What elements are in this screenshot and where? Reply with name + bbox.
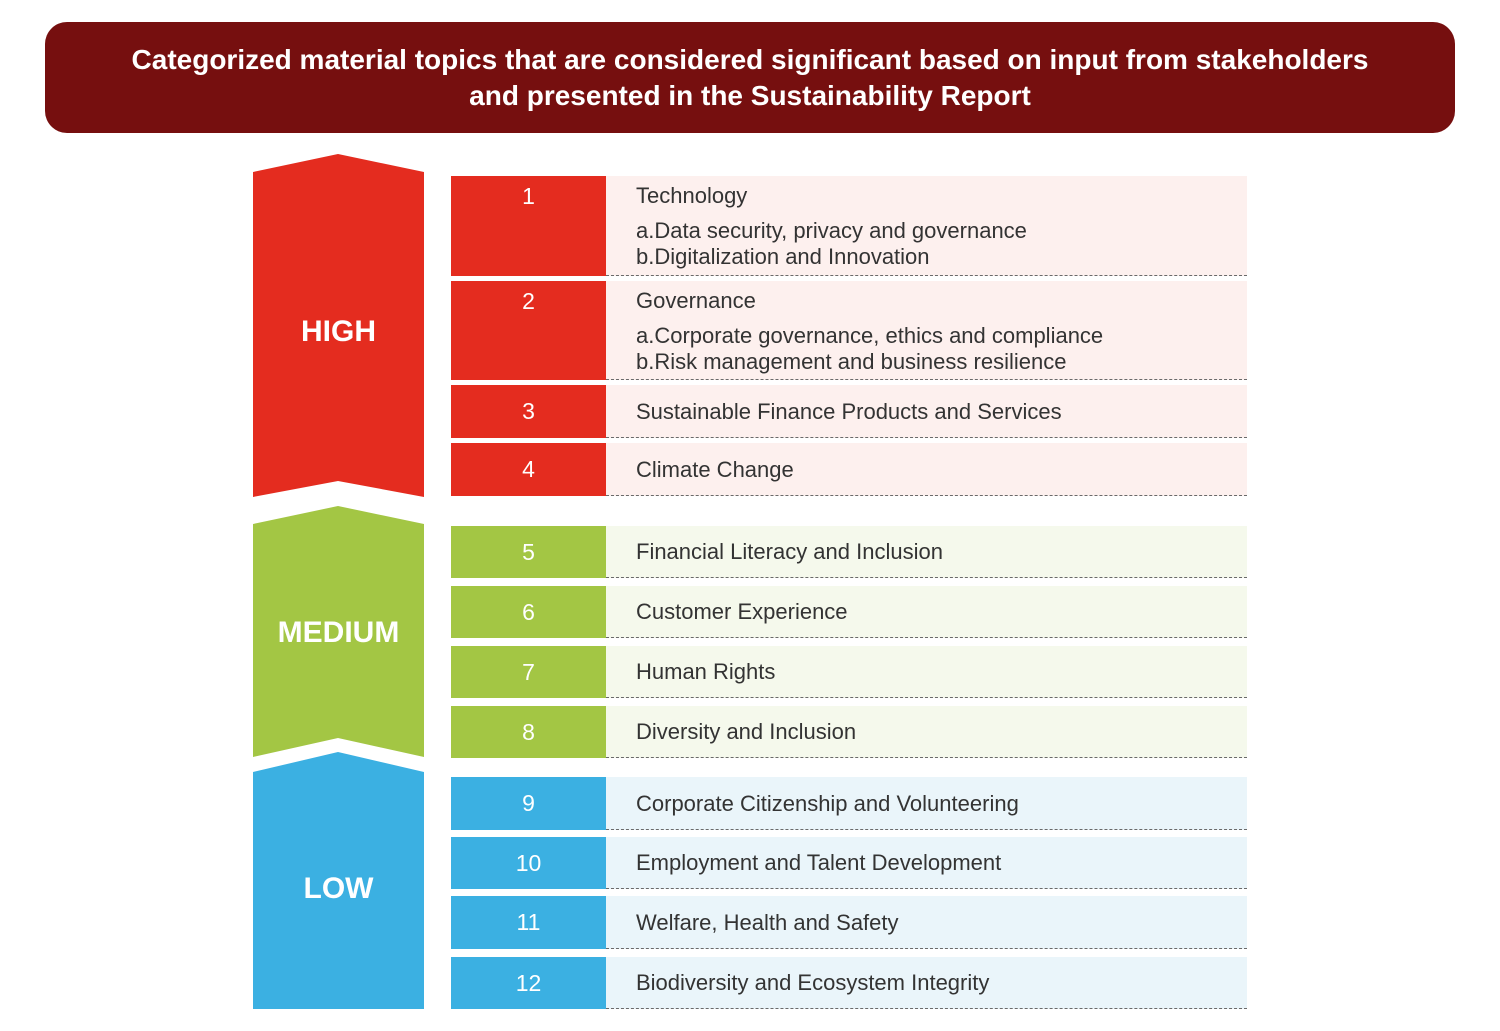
topic-row: 10 Employment and Talent Development [451, 837, 1247, 889]
topic-title: Corporate Citizenship and Volunteering [606, 777, 1247, 830]
topic-title: Financial Literacy and Inclusion [606, 526, 1247, 578]
high-level-arrow [253, 154, 424, 497]
subtopic: b.Digitalization and Innovation [636, 244, 930, 269]
topic-title: Biodiversity and Ecosystem Integrity [606, 957, 1247, 1009]
topic-number: 10 [451, 837, 606, 889]
topic-cell: Technology a.Data security, privacy and … [606, 176, 1247, 276]
level-label-medium: MEDIUM [277, 616, 400, 649]
subtopic: a.Corporate governance, ethics and compl… [636, 323, 1104, 348]
topic-number: 5 [451, 526, 606, 578]
subtopic: a.Data security, privacy and governance [636, 218, 1027, 243]
topic-title: Diversity and Inclusion [606, 706, 1247, 758]
topic-row: 5 Financial Literacy and Inclusion [451, 526, 1247, 578]
topic-title: Technology [636, 183, 748, 208]
level-label-low: LOW [303, 872, 374, 905]
topic-title: Customer Experience [606, 586, 1247, 638]
topic-title: Human Rights [606, 646, 1247, 698]
topic-row: 9 Corporate Citizenship and Volunteering [451, 777, 1247, 830]
topic-row: 1 Technology a.Data security, privacy an… [451, 176, 1247, 276]
topic-title: Climate Change [606, 443, 1247, 496]
title-banner: Categorized material topics that are con… [45, 22, 1455, 133]
medium-level-arrow [253, 506, 424, 757]
subtopic: b.Risk management and business resilienc… [636, 349, 1067, 374]
topic-number: 8 [451, 706, 606, 758]
topic-number: 3 [451, 385, 606, 438]
topic-number: 6 [451, 586, 606, 638]
topic-row: 3 Sustainable Finance Products and Servi… [451, 385, 1247, 438]
topic-number: 12 [451, 957, 606, 1009]
low-level-arrow [253, 752, 424, 1009]
topic-number: 4 [451, 443, 606, 496]
topic-title: Welfare, Health and Safety [606, 896, 1247, 949]
subtopic-list: a.Corporate governance, ethics and compl… [636, 323, 1247, 375]
topic-row: 11 Welfare, Health and Safety [451, 896, 1247, 949]
topic-row: 8 Diversity and Inclusion [451, 706, 1247, 758]
topic-cell: Governance a.Corporate governance, ethic… [606, 281, 1247, 380]
topic-title: Employment and Talent Development [606, 837, 1247, 889]
topic-number: 1 [451, 176, 606, 276]
topic-number: 2 [451, 281, 606, 380]
topic-number: 9 [451, 777, 606, 830]
subtopic-list: a.Data security, privacy and governance … [636, 218, 1247, 270]
topic-number: 11 [451, 896, 606, 949]
topic-row: 4 Climate Change [451, 443, 1247, 496]
topic-row: 2 Governance a.Corporate governance, eth… [451, 281, 1247, 380]
topic-title: Governance [636, 288, 756, 313]
topic-row: 12 Biodiversity and Ecosystem Integrity [451, 957, 1247, 1009]
topic-row: 7 Human Rights [451, 646, 1247, 698]
title-text: Categorized material topics that are con… [131, 43, 1369, 111]
topic-title: Sustainable Finance Products and Service… [606, 385, 1247, 438]
topic-number: 7 [451, 646, 606, 698]
level-label-high: HIGH [301, 315, 376, 348]
topic-row: 6 Customer Experience [451, 586, 1247, 638]
